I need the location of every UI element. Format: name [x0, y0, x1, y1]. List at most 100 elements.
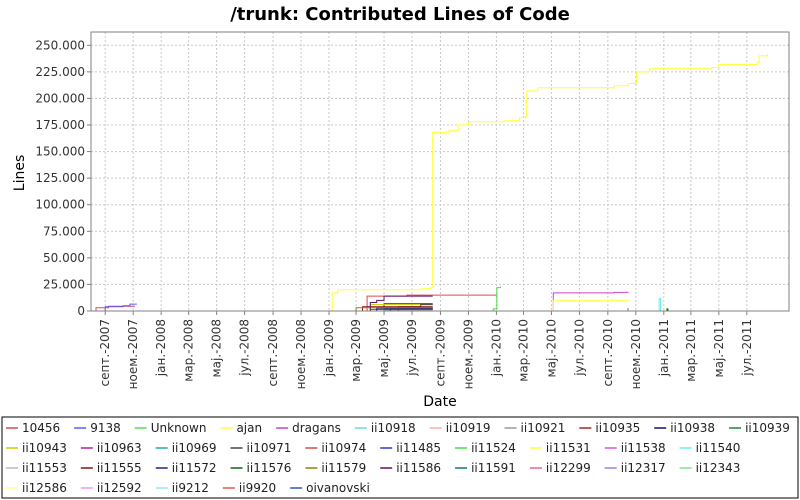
- legend-label: dragans: [292, 421, 341, 435]
- x-tick-label: септ.-2010: [601, 319, 615, 387]
- legend-label: ii11540: [696, 441, 741, 455]
- x-tick-label: мај.-2010: [544, 319, 558, 377]
- series-line-ii11586: [343, 295, 433, 312]
- y-tick-label: 200.000: [35, 91, 85, 105]
- legend-label: ii9920: [239, 481, 276, 495]
- x-tick-label: јул.-2011: [740, 319, 754, 377]
- legend-label: ii10974: [321, 441, 366, 455]
- legend-item-ii12592: ii12592: [80, 481, 142, 495]
- x-tick-label: јан.-2010: [489, 319, 503, 377]
- legend-item-Unknown: Unknown: [134, 421, 207, 435]
- legend-label: ii11553: [22, 461, 67, 475]
- x-tick-label: мар.-2011: [684, 319, 698, 382]
- legend-item-ii11555: ii11555: [80, 461, 142, 475]
- legend-item-ii10971: ii10971: [230, 441, 292, 455]
- series-line-ajan: [330, 53, 768, 312]
- y-tick-label: 75.000: [43, 224, 85, 238]
- y-tick-label: 125.000: [35, 171, 85, 185]
- legend-label: ii9212: [172, 481, 209, 495]
- legend-item-ii10939: ii10939: [729, 421, 790, 435]
- x-tick-label: јан.-2011: [657, 319, 671, 377]
- legend-label: ii12586: [22, 481, 67, 495]
- legend-item-ii11538: ii11538: [604, 441, 666, 455]
- legend-item-ii9920: ii9920: [222, 481, 276, 495]
- legend-item-ii11576: ii11576: [230, 461, 292, 475]
- chart-title: /trunk: Contributed Lines of Code: [230, 4, 570, 25]
- x-tick-label: мај.-2008: [210, 319, 224, 377]
- x-tick-label: ноем.-2008: [294, 319, 308, 389]
- y-tick-label: 100.000: [35, 198, 85, 212]
- legend-label: ii10935: [595, 421, 640, 435]
- legend-label: ii11586: [396, 461, 441, 475]
- x-tick-label: ноем.-2009: [461, 319, 475, 389]
- legend-item-ii10921: ii10921: [504, 421, 566, 435]
- legend-label: ii12343: [696, 461, 741, 475]
- legend-label: Unknown: [151, 421, 207, 435]
- legend-item-dragans: dragans: [276, 421, 341, 435]
- y-tick-label: 175.000: [35, 118, 85, 132]
- legend-item-ii11572: ii11572: [155, 461, 217, 475]
- legend-label: ii10938: [670, 421, 715, 435]
- x-tick-label: мар.-2008: [182, 319, 196, 382]
- legend-item-ii10935: ii10935: [579, 421, 640, 435]
- legend-label: ii10963: [97, 441, 142, 455]
- legend-item-ii12299: ii12299: [529, 461, 591, 475]
- x-tick-label: септ.-2009: [433, 319, 447, 387]
- y-tick-label: 150.000: [35, 145, 85, 159]
- legend-item-ajan: ajan: [220, 421, 262, 435]
- legend-item-ii11485: ii11485: [380, 441, 441, 455]
- legend-label: ii12317: [621, 461, 666, 475]
- legend-label: ii10918: [371, 421, 416, 435]
- legend-item-ii10963: ii10963: [80, 441, 142, 455]
- legend-item-ii11586: ii11586: [380, 461, 441, 475]
- legend-item-ii10918: ii10918: [354, 421, 416, 435]
- legend-label: ii12299: [546, 461, 591, 475]
- legend-item-ii10969: ii10969: [155, 441, 217, 455]
- legend-label: ii11538: [621, 441, 666, 455]
- legend-item-ii11591: ii11591: [455, 461, 516, 475]
- legend-label: 9138: [90, 421, 121, 435]
- legend-label: ii11485: [396, 441, 441, 455]
- legend-item-10456: 10456: [6, 421, 60, 435]
- x-tick-label: ноем.-2007: [126, 319, 140, 389]
- y-tick-label: 0: [77, 304, 85, 318]
- x-axis-label: Date: [423, 394, 456, 410]
- legend-item-oivanovski: oivanovski: [290, 481, 370, 495]
- legend-label: 10456: [22, 421, 60, 435]
- x-tick-label: мај.-2011: [712, 319, 726, 377]
- y-tick-label: 250.000: [35, 38, 85, 52]
- legend-item-ii10943: ii10943: [6, 441, 67, 455]
- legend-label: ii11531: [546, 441, 591, 455]
- legend-label: ii11524: [471, 441, 516, 455]
- legend-item-ii11524: ii11524: [455, 441, 516, 455]
- x-tick-label: јан.-2009: [322, 319, 336, 377]
- x-tick-label: ноем.-2010: [629, 319, 643, 389]
- x-tick-label: мај.-2009: [377, 319, 391, 377]
- legend-label: ii10943: [22, 441, 67, 455]
- x-tick-label: септ.-2007: [98, 319, 112, 387]
- legend-item-9138: 9138: [74, 421, 121, 435]
- x-tick-label: мар.-2010: [516, 319, 530, 382]
- legend-item-ii11579: ii11579: [305, 461, 366, 475]
- legend-item-ii11540: ii11540: [679, 441, 741, 455]
- x-tick-label: мар.-2009: [349, 319, 363, 382]
- legend-label: ii10921: [521, 421, 566, 435]
- legend-label: ii11555: [97, 461, 142, 475]
- legend-label: ii10919: [446, 421, 491, 435]
- legend-label: ii10939: [745, 421, 790, 435]
- legend-box: [1, 416, 799, 499]
- legend-item-ii12586: ii12586: [6, 481, 67, 495]
- legend-label: ii10971: [247, 441, 292, 455]
- legend-label: oivanovski: [306, 481, 370, 495]
- legend-label: ii11576: [247, 461, 292, 475]
- legend-item-ii10974: ii10974: [305, 441, 366, 455]
- plot-area: 0 25.000 50.000 75.000 100.000 125.000 150.000…: [35, 31, 790, 389]
- legend-label: ajan: [236, 421, 262, 435]
- legend-label: ii11572: [172, 461, 217, 475]
- legend-label: ii10969: [172, 441, 217, 455]
- y-tick-label: 50.000: [43, 251, 85, 265]
- x-tick-label: септ.-2008: [266, 319, 280, 387]
- legend-label: ii11591: [471, 461, 516, 475]
- y-axis-label: Lines: [12, 155, 28, 191]
